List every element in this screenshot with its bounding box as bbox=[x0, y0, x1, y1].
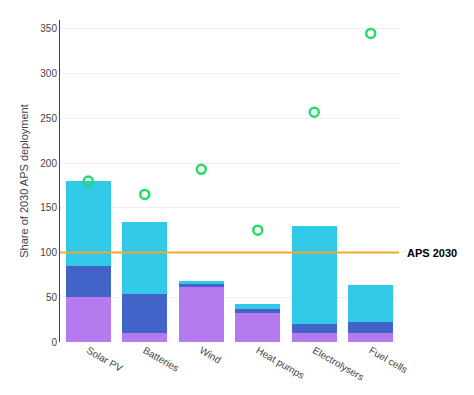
svg-text:50: 50 bbox=[46, 292, 58, 303]
svg-text:Share of 2030 APS deployment: Share of 2030 APS deployment bbox=[18, 104, 30, 258]
svg-text:250: 250 bbox=[40, 113, 57, 124]
svg-text:Batteries: Batteries bbox=[141, 345, 181, 374]
svg-text:Fuel cells: Fuel cells bbox=[367, 345, 409, 376]
svg-text:150: 150 bbox=[40, 202, 57, 213]
svg-text:APS 2030: APS 2030 bbox=[407, 247, 457, 259]
svg-text:0: 0 bbox=[51, 337, 57, 348]
svg-text:Electrolysers: Electrolysers bbox=[311, 345, 366, 383]
svg-text:200: 200 bbox=[40, 158, 57, 169]
svg-text:100: 100 bbox=[40, 247, 57, 258]
svg-text:Heat pumps: Heat pumps bbox=[254, 345, 306, 381]
svg-text:Wind: Wind bbox=[198, 345, 223, 366]
svg-text:300: 300 bbox=[40, 68, 57, 79]
svg-text:Solar PV: Solar PV bbox=[85, 345, 125, 374]
svg-text:350: 350 bbox=[40, 23, 57, 34]
